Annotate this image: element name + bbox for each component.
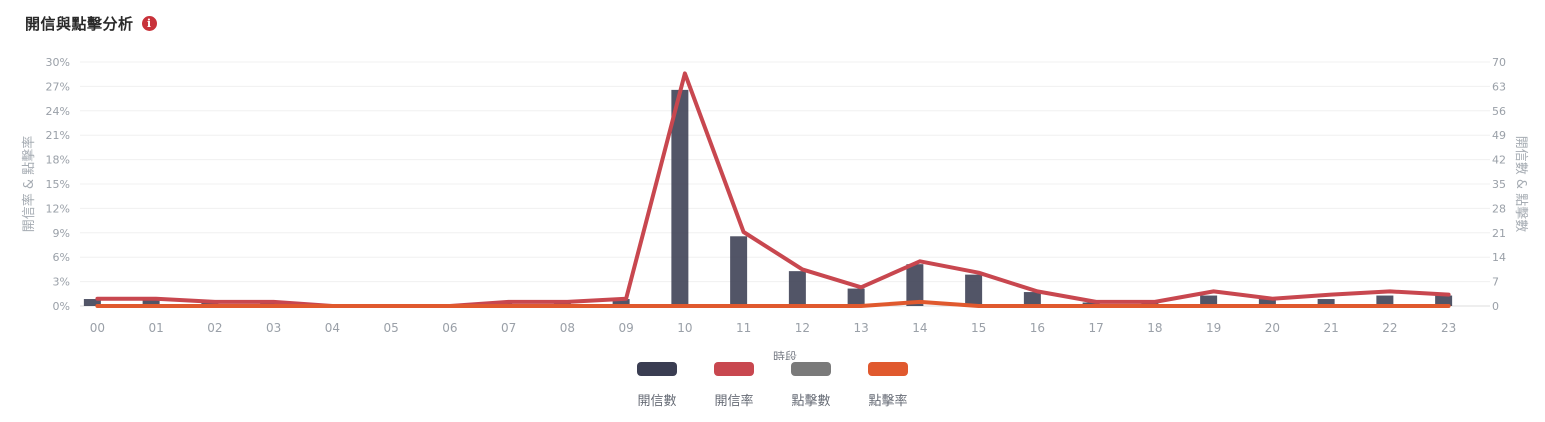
x-tick-label: 14 [912,321,927,335]
bar-開信數-13 [847,288,865,306]
open-click-chart: 0%3%6%9%12%15%18%21%24%27%30%07142128354… [21,56,1529,360]
y-tick-left: 15% [46,178,70,191]
y-tick-left: 30% [46,56,70,69]
bar-開信數-23 [1435,295,1453,306]
y-tick-left: 9% [53,227,70,240]
bar-開信數-20 [1258,299,1276,306]
x-tick-label: 17 [1088,321,1103,335]
line-開信率 [95,71,1451,308]
y-tick-left: 21% [46,129,70,142]
legend-swatch [868,362,908,376]
bar-開信數-22 [1376,295,1394,306]
bar-開信數-09 [612,299,630,306]
x-tick-label: 05 [383,321,398,335]
x-tick-label: 00 [90,321,105,335]
y-tick-right: 7 [1492,276,1499,289]
bar-開信數-14 [906,264,924,306]
x-tick-label: 11 [736,321,751,335]
y-tick-left: 18% [46,154,70,167]
y-tick-right: 42 [1492,154,1506,167]
y-tick-right: 0 [1492,300,1499,313]
x-tick-label: 16 [1030,321,1045,335]
y-tick-right: 35 [1492,178,1506,191]
y-tick-left: 24% [46,105,70,118]
legend-item-開信數[interactable]: 開信數 [637,362,677,409]
x-tick-label: 18 [1147,321,1162,335]
y-tick-right: 28 [1492,202,1506,215]
x-tick-label: 06 [442,321,457,335]
line-點擊率 [95,299,1451,308]
chart-title: 開信與點擊分析 [25,14,134,33]
y-tick-right: 14 [1492,251,1506,264]
y-tick-left: 0% [53,300,70,313]
legend-item-點擊率[interactable]: 點擊率 [868,362,908,409]
bar-開信數-19 [1200,295,1218,306]
bar-開信數-16 [1023,292,1041,306]
y-tick-left: 12% [46,202,70,215]
y-tick-left: 27% [46,80,70,93]
x-tick-label: 21 [1323,321,1338,335]
y-tick-right: 49 [1492,129,1506,142]
x-tick-label: 10 [677,321,692,335]
y-tick-right: 70 [1492,56,1506,69]
chart-header: 開信與點擊分析 i [25,12,157,34]
bar-開信數-15 [965,274,983,306]
x-tick-label: 12 [795,321,810,335]
y-tick-left: 3% [53,276,70,289]
y-tick-left: 6% [53,251,70,264]
bar-開信數-00 [83,299,101,306]
x-tick-label: 15 [971,321,986,335]
x-tick-label: 03 [266,321,281,335]
x-tick-label: 04 [325,321,340,335]
x-tick-label: 02 [207,321,222,335]
legend-label: 開信率 [714,394,754,409]
y-axis-title-right: 開信數 & 點擊數 [1513,136,1529,232]
x-tick-label: 23 [1441,321,1456,335]
chart-legend: 開信數 開信率 點擊數 點擊率 [0,362,1545,409]
y-tick-right: 21 [1492,227,1506,240]
legend-swatch [637,362,677,376]
legend-swatch [714,362,754,376]
y-axis-title-left: 開信率 & 點擊率 [21,136,37,232]
x-tick-label: 07 [501,321,516,335]
bar-開信數-01 [142,299,160,306]
y-tick-right: 63 [1492,80,1506,93]
x-axis-title: 時段 [773,349,797,360]
x-tick-label: 20 [1265,321,1280,335]
bar-開信數-10 [671,89,689,306]
x-tick-label: 19 [1206,321,1221,335]
bar-開信數-21 [1317,299,1335,306]
x-tick-label: 22 [1382,321,1397,335]
x-tick-label: 08 [560,321,575,335]
legend-swatch [791,362,831,376]
info-icon[interactable]: i [141,15,157,31]
x-tick-label: 09 [618,321,633,335]
legend-label: 點擊數 [791,394,831,409]
x-tick-label: 01 [148,321,163,335]
legend-item-點擊數[interactable]: 點擊數 [791,362,831,409]
legend-label: 開信數 [637,394,677,409]
legend-item-開信率[interactable]: 開信率 [714,362,754,409]
legend-label: 點擊率 [868,394,908,409]
bar-開信數-12 [788,271,806,306]
x-tick-label: 13 [853,321,868,335]
bar-開信數-11 [730,236,748,306]
y-tick-right: 56 [1492,105,1506,118]
